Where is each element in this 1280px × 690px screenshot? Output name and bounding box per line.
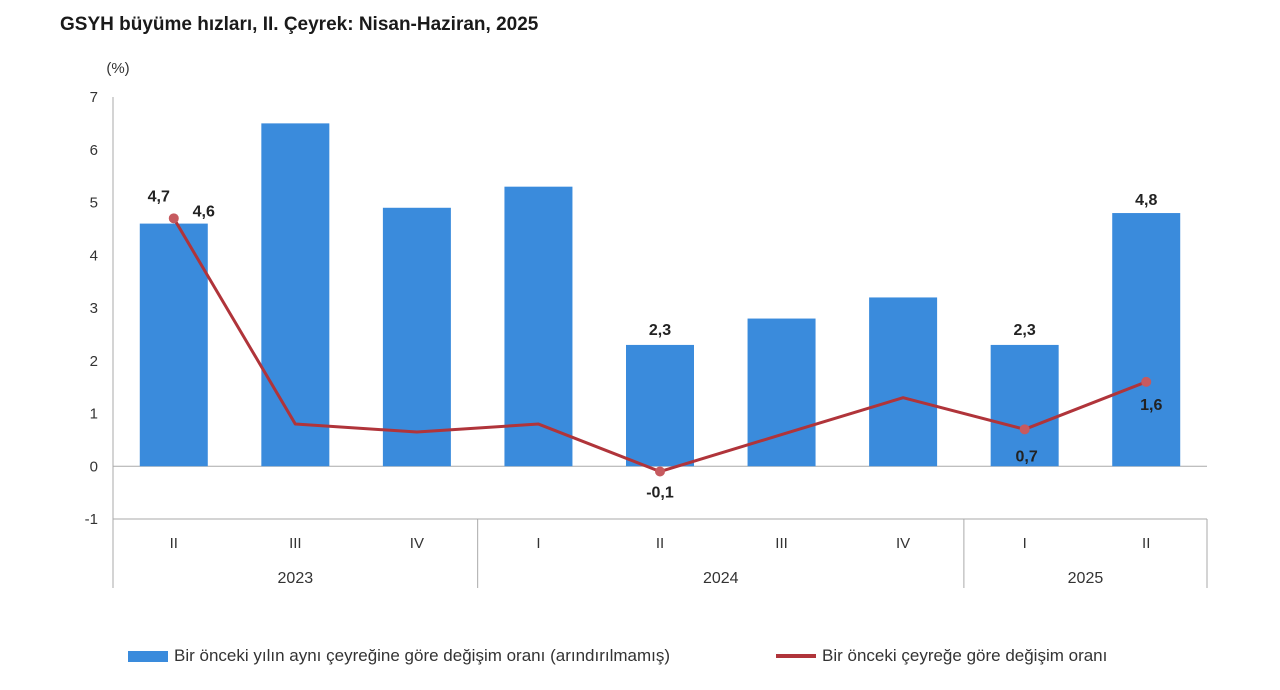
bar-data-label: 4,8 <box>1135 192 1157 209</box>
bar <box>382 207 451 467</box>
y-tick-label: -1 <box>85 511 98 528</box>
line-point <box>1141 376 1152 387</box>
x-category-label: II <box>656 535 664 552</box>
legend-label-line: Bir önceki çeyreğe göre değişim oranı <box>822 646 1108 665</box>
x-category-label: IV <box>896 535 910 552</box>
chart-title: GSYH büyüme hızları, II. Çeyrek: Nisan-H… <box>60 14 539 35</box>
bar-data-label: 2,3 <box>649 322 671 339</box>
y-tick-label: 6 <box>90 142 98 159</box>
line-data-label: 1,6 <box>1140 397 1162 414</box>
line-data-label: 4,7 <box>148 188 170 205</box>
y-tick-label: 2 <box>90 353 98 370</box>
y-tick-label: 0 <box>90 458 98 475</box>
bar <box>1112 213 1181 467</box>
y-axis-unit-label: (%) <box>106 60 129 77</box>
legend-swatch-bar <box>128 650 168 662</box>
bar <box>990 344 1059 467</box>
line-data-label: -0,1 <box>646 485 674 502</box>
bar <box>869 297 938 467</box>
line-point <box>1019 424 1030 435</box>
y-tick-label: 5 <box>90 195 98 212</box>
bar-data-label: 4,6 <box>193 204 215 221</box>
x-category-label: III <box>775 535 788 552</box>
y-tick-label: 7 <box>90 89 98 106</box>
y-tick-label: 1 <box>90 406 98 423</box>
legend-label-bars: Bir önceki yılın aynı çeyreğine göre değ… <box>174 646 671 665</box>
line-data-label: 0,7 <box>1016 448 1038 465</box>
x-group-label: 2025 <box>1068 570 1104 587</box>
x-category-label: I <box>536 535 540 552</box>
chart-legend: Bir önceki yılın aynı çeyreğine göre değ… <box>0 646 1280 672</box>
legend-swatch-line <box>776 654 816 658</box>
legend-item-bars: Bir önceki yılın aynı çeyreğine göre değ… <box>128 646 670 666</box>
y-tick-label: 3 <box>90 300 98 317</box>
x-category-label: I <box>1023 535 1027 552</box>
bar <box>626 344 694 467</box>
bar <box>747 318 816 467</box>
x-category-label: III <box>289 535 302 552</box>
x-category-label: IV <box>410 535 424 552</box>
x-category-label: II <box>170 535 178 552</box>
x-group-label: 2023 <box>278 570 314 587</box>
bar <box>504 186 573 467</box>
legend-item-line: Bir önceki çeyreğe göre değişim oranı <box>776 646 1107 666</box>
line-point <box>655 466 665 477</box>
bar <box>139 223 208 467</box>
bar <box>261 123 330 467</box>
x-category-label: II <box>1142 535 1150 552</box>
y-tick-label: 4 <box>90 247 98 264</box>
bar-data-label: 2,3 <box>1014 322 1036 339</box>
line-point <box>168 213 179 224</box>
x-group-label: 2024 <box>703 570 739 587</box>
